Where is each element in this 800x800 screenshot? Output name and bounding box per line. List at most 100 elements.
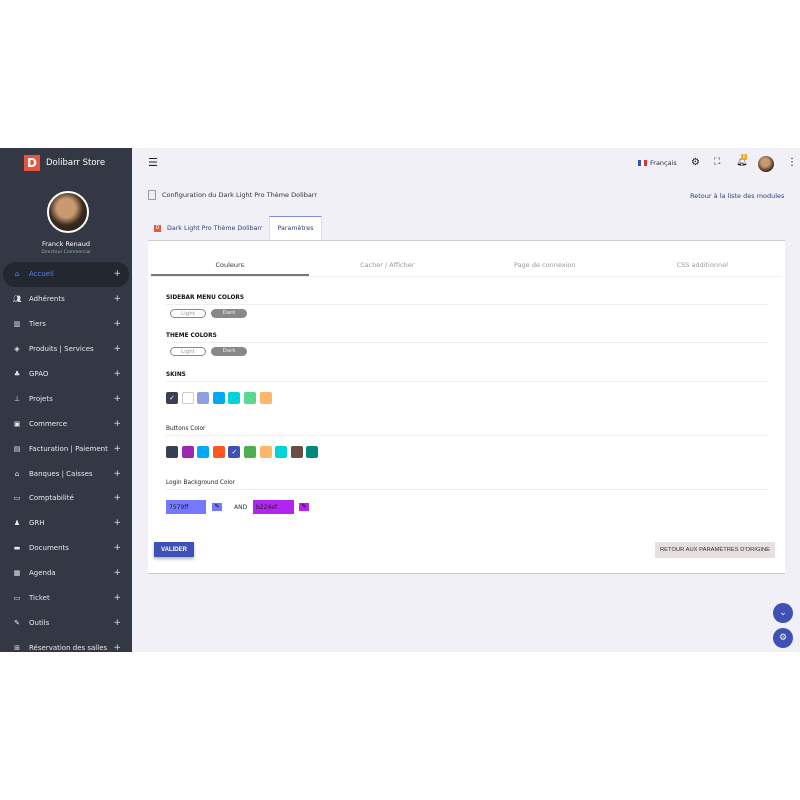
- expand-plus-icon[interactable]: +: [113, 269, 121, 280]
- expand-plus-icon[interactable]: +: [113, 543, 121, 554]
- sidebar-item-documents[interactable]: ▬ Documents +: [3, 536, 129, 561]
- expand-plus-icon[interactable]: +: [113, 518, 121, 529]
- sidebar-item-tiers[interactable]: ▥ Tiers +: [3, 312, 129, 337]
- subtab-css-additionnel[interactable]: CSS additionnel: [676, 261, 728, 269]
- user-role: Directeur Commercial: [41, 250, 91, 255]
- grid-icon: ⊞: [14, 643, 20, 652]
- sidebar-light-toggle[interactable]: Light: [170, 309, 206, 318]
- sidebar-item-comptabilité[interactable]: ▭ Comptabilité +: [3, 486, 129, 511]
- sidebar-item-adhérents[interactable]: 👥︎ Adhérents +: [3, 287, 129, 312]
- tab-label: Paramètres: [277, 225, 314, 232]
- color-swatch[interactable]: [181, 446, 194, 458]
- expand-plus-icon[interactable]: +: [113, 493, 121, 504]
- sidebar-item-label: Agenda: [29, 569, 56, 578]
- subtab-couleurs[interactable]: Couleurs: [151, 261, 309, 276]
- tabs: D Dark Light Pro Thème Dolibarr Paramètre…: [148, 216, 323, 240]
- settings-fab-gear-icon[interactable]: ⚙: [773, 628, 793, 648]
- color-swatch[interactable]: ✓: [228, 446, 241, 458]
- sidebar-item-facturation-paiement[interactable]: ▤ Facturation | Paiement +: [3, 436, 129, 461]
- skins-heading: SKINS: [166, 372, 768, 382]
- topbar: ☰ Français ⚙ ⛶ 🔔︎ 0 ⋮: [132, 148, 800, 180]
- sidebar-item-gpao[interactable]: ♣ GPAO +: [3, 362, 129, 387]
- tab-parametres[interactable]: Paramètres: [268, 216, 323, 240]
- subtab-cacher-afficher[interactable]: Cacher / Afficher: [360, 261, 415, 269]
- color-swatch[interactable]: [244, 446, 256, 458]
- user-tie-icon: ♟: [13, 519, 21, 528]
- color-swatch[interactable]: ✓: [166, 392, 178, 404]
- more-vertical-icon[interactable]: ⋮: [787, 157, 797, 168]
- expand-plus-icon[interactable]: +: [113, 642, 121, 652]
- sidebar-item-banques-caisses[interactable]: ⌂ Banques | Caisses +: [3, 461, 129, 486]
- color-swatch[interactable]: [197, 392, 210, 404]
- expand-plus-icon[interactable]: +: [113, 443, 121, 454]
- language-selector[interactable]: Français: [638, 159, 677, 167]
- color-swatch[interactable]: [197, 446, 210, 458]
- sitemap-icon: ⊥: [13, 394, 21, 403]
- scroll-down-button[interactable]: ⌄: [773, 603, 793, 623]
- color-swatch[interactable]: [259, 392, 272, 404]
- sidebar-item-label: Accueil: [29, 270, 54, 279]
- sidebar-dark-toggle[interactable]: Dark: [211, 309, 247, 318]
- sidebar-item-ticket[interactable]: ▭ Ticket +: [3, 586, 129, 611]
- color-swatch[interactable]: [228, 392, 241, 404]
- fullscreen-icon[interactable]: ⛶: [714, 157, 721, 167]
- subtab-page-connexion[interactable]: Page de connexion: [514, 261, 576, 269]
- cubes-icon: ♣: [13, 370, 21, 378]
- expand-plus-icon[interactable]: +: [113, 344, 121, 355]
- dolibarr-logo: D: [24, 155, 40, 171]
- expand-plus-icon[interactable]: +: [113, 568, 121, 579]
- color-picker-icon[interactable]: ✎: [212, 503, 222, 511]
- expand-plus-icon[interactable]: +: [113, 617, 121, 628]
- expand-plus-icon[interactable]: +: [113, 319, 121, 330]
- sidebar-item-label: Produits | Services: [29, 345, 94, 354]
- bell-icon[interactable]: 🔔︎: [736, 157, 748, 167]
- expand-plus-icon[interactable]: +: [113, 393, 121, 404]
- login-color-1-input[interactable]: 7579ff: [166, 500, 206, 514]
- gear-icon[interactable]: ⚙: [691, 157, 700, 168]
- sidebar-item-réservation-des-salles[interactable]: ⊞ Réservation des salles +: [3, 635, 129, 652]
- and-label: AND: [234, 504, 248, 511]
- sidebar-item-grh[interactable]: ♟ GRH +: [3, 511, 129, 536]
- menu-toggle-icon[interactable]: ☰: [148, 156, 158, 169]
- validate-button[interactable]: VALIDER: [154, 542, 194, 557]
- color-swatch[interactable]: [181, 392, 194, 404]
- user-name: Franck Renaud: [41, 240, 91, 248]
- color-swatch[interactable]: [212, 392, 225, 404]
- expand-plus-icon[interactable]: +: [113, 468, 121, 479]
- color-swatch[interactable]: [306, 446, 319, 458]
- sidebar-item-projets[interactable]: ⊥ Projets +: [3, 386, 129, 411]
- theme-colors-heading: THEME COLORS: [166, 333, 768, 343]
- expand-plus-icon[interactable]: +: [113, 294, 121, 305]
- sidebar-item-agenda[interactable]: ▦ Agenda +: [3, 561, 129, 586]
- theme-light-toggle[interactable]: Light: [170, 347, 206, 356]
- color-swatch[interactable]: [166, 446, 178, 458]
- calendar-icon: ▦: [13, 569, 21, 578]
- color-swatch[interactable]: [275, 446, 288, 458]
- color-picker-icon[interactable]: ✎: [299, 503, 309, 511]
- color-swatch[interactable]: [290, 446, 303, 458]
- document-icon: [148, 190, 156, 200]
- sidebar-item-outils[interactable]: ✎ Outils +: [3, 610, 129, 635]
- theme-dark-toggle[interactable]: Dark: [211, 347, 247, 356]
- french-flag-icon: [638, 160, 647, 166]
- expand-plus-icon[interactable]: +: [113, 418, 121, 429]
- sidebar-item-label: Tiers: [29, 320, 46, 329]
- sidebar-item-produits-services[interactable]: ◈ Produits | Services +: [3, 337, 129, 362]
- color-swatch[interactable]: [244, 392, 256, 404]
- expand-plus-icon[interactable]: +: [113, 593, 121, 604]
- brand[interactable]: D Dolibarr Store: [24, 155, 105, 171]
- user-menu-avatar[interactable]: [758, 156, 774, 172]
- reset-defaults-button[interactable]: RETOUR AUX PARAMÈTRES D'ORIGINE: [655, 542, 775, 558]
- back-to-modules-link[interactable]: Retour à la liste des modules: [690, 192, 785, 200]
- home-icon: ⌂: [14, 270, 20, 279]
- color-swatch[interactable]: [259, 446, 272, 458]
- expand-plus-icon[interactable]: +: [113, 369, 121, 379]
- color-swatch[interactable]: [212, 446, 225, 458]
- user-avatar[interactable]: [47, 191, 89, 233]
- sidebar-item-accueil[interactable]: ⌂ Accueil +: [3, 262, 129, 287]
- login-color-2-input[interactable]: b224ef: [253, 500, 294, 514]
- sidebar-item-commerce[interactable]: ▣ Commerce +: [3, 411, 129, 436]
- settings-panel: Couleurs Cacher / Afficher Page de conne…: [148, 240, 785, 574]
- tab-module[interactable]: D Dark Light Pro Thème Dolibarr: [148, 216, 269, 240]
- sidebar-item-label: Outils: [29, 618, 50, 627]
